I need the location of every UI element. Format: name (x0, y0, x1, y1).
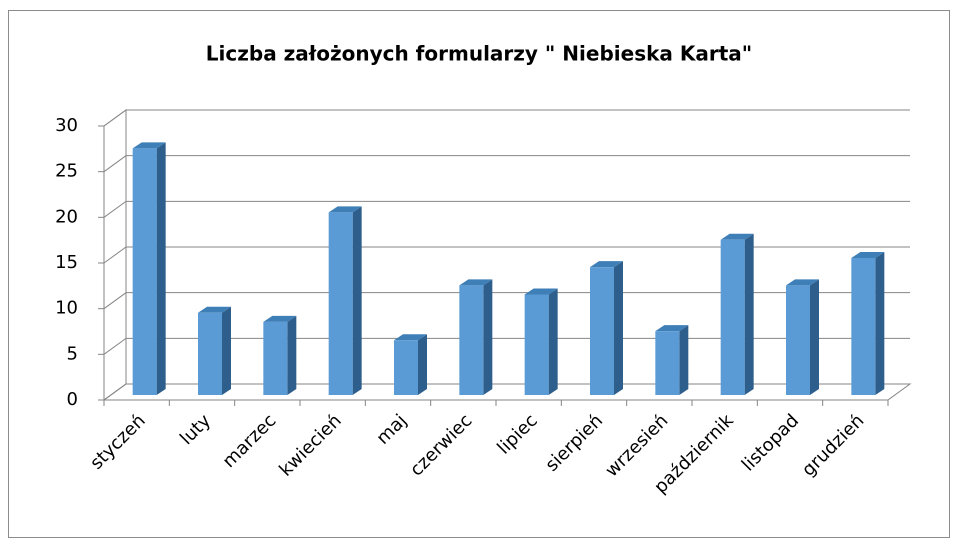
bar-top (132, 142, 166, 149)
grid-line (103, 383, 910, 401)
bar (328, 206, 362, 395)
bar-side (810, 279, 819, 395)
bar-front (459, 285, 484, 395)
bar-front (590, 267, 614, 395)
bar (198, 306, 231, 395)
bar-top (394, 334, 427, 341)
y-tick-label: 5 (67, 343, 78, 364)
y-tick-label: 0 (67, 389, 78, 410)
bar-side (418, 334, 427, 395)
bar-front (524, 294, 549, 395)
bar-side (287, 315, 297, 395)
bar (394, 334, 427, 395)
grid-line (103, 109, 910, 127)
bar (459, 279, 493, 395)
bar-top (655, 325, 689, 332)
bar-top (263, 315, 297, 322)
bar-top (590, 261, 623, 268)
bar-side (679, 325, 689, 395)
chart-title: Liczba założonych formularzy " Niebieska… (206, 42, 752, 66)
bar-front (198, 312, 222, 395)
bar-side (352, 206, 362, 395)
bar-top (786, 279, 819, 286)
bar-side (483, 279, 493, 395)
grid-line (103, 200, 910, 218)
bar-front (263, 321, 288, 395)
bar (655, 325, 689, 395)
bar-side (222, 306, 231, 395)
bar-side (875, 252, 885, 395)
bar-top (328, 206, 362, 213)
grid-line (103, 246, 910, 264)
bar-top (851, 252, 885, 258)
bar-side (744, 233, 754, 395)
bar-front (394, 340, 418, 395)
bar (524, 288, 558, 395)
bar (263, 315, 297, 395)
bar-front (851, 258, 876, 395)
bar (132, 142, 166, 395)
y-tick-label: 20 (55, 206, 78, 227)
bar (720, 233, 754, 395)
bar-front (655, 331, 680, 395)
grid-line (103, 337, 910, 355)
y-tick-label: 10 (55, 298, 78, 319)
bar-side (548, 288, 558, 395)
bar-top (198, 306, 231, 313)
bar-side (156, 142, 166, 395)
y-tick-label: 30 (55, 115, 78, 136)
y-tick-label: 15 (55, 252, 78, 273)
bar (851, 252, 885, 395)
bar-front (328, 212, 353, 395)
bar-top (720, 233, 754, 240)
bar (786, 279, 819, 395)
bar-front (786, 285, 810, 395)
bar-top (524, 288, 558, 295)
bar (590, 261, 623, 395)
bar-side (614, 261, 623, 395)
y-tick-label: 25 (55, 161, 78, 182)
grid-line (103, 155, 910, 173)
grid-line (103, 292, 910, 310)
bar-front (720, 239, 745, 395)
bar-front (132, 148, 157, 395)
bar-top (459, 279, 493, 286)
